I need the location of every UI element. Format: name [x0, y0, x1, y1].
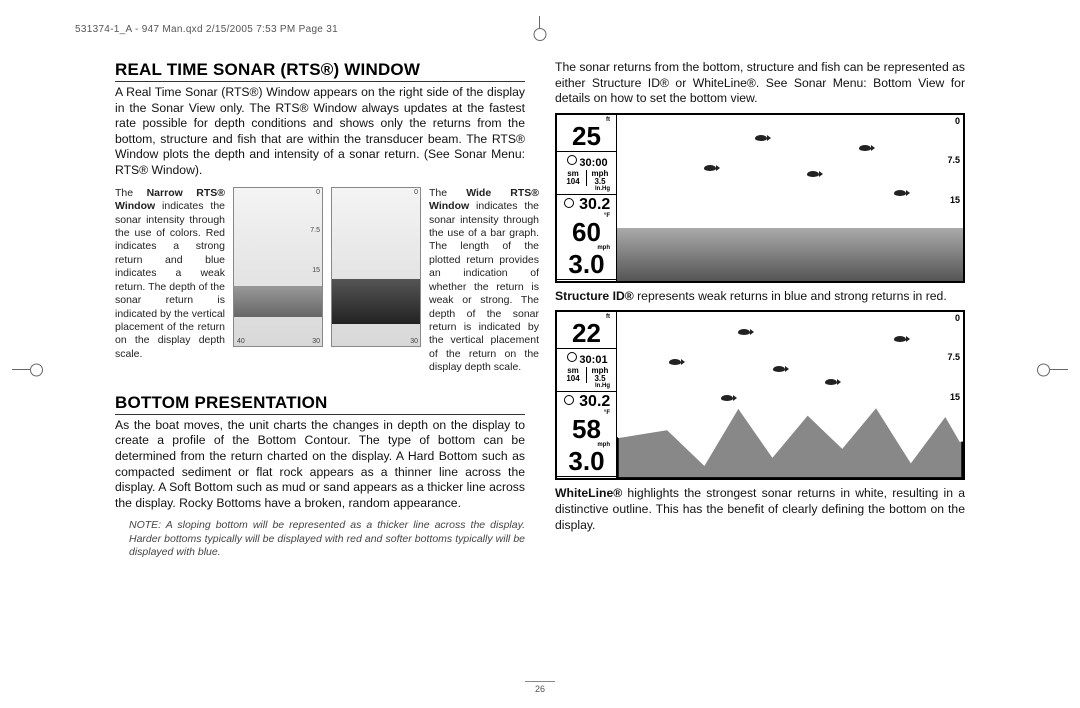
whiteline-figure: ft 22 30:01 smmph 1043.5 In.Hg 30.2 °F 5…: [555, 310, 965, 480]
note-bottom-presentation: NOTE: A sloping bottom will be represent…: [115, 519, 525, 559]
depth-tick: 30: [312, 338, 320, 345]
bottom-return: [332, 279, 420, 323]
caption-bold: WhiteLine®: [555, 486, 622, 500]
readout-panel: ft 25 30:00 smmph 1043.5 In.Hg 30.2 °F 6…: [557, 115, 617, 281]
fish-icon: [894, 190, 906, 196]
fish-icon: [704, 165, 716, 171]
depth-tick: 15: [312, 267, 320, 274]
distance-value: 104: [560, 178, 587, 186]
text-fragment: The: [429, 187, 466, 199]
bottom-contour: [617, 228, 963, 281]
right-column: The sonar returns from the bottom, struc…: [555, 60, 965, 678]
crop-mark-top: [534, 28, 546, 40]
text-fragment: indicates the sonar intensity through th…: [429, 200, 539, 373]
depth-value: 25: [560, 123, 613, 149]
depth-tick: 0: [414, 189, 418, 196]
depth-tick: 7.5: [310, 227, 320, 234]
sun-icon: [564, 395, 574, 405]
print-slug: 531374-1_A - 947 Man.qxd 2/15/2005 7:53 …: [75, 24, 338, 35]
text-fragment: indicates the sonar intensity through th…: [115, 200, 225, 360]
depth-tick: 30: [410, 338, 418, 345]
heading-bottom-presentation: BOTTOM PRESENTATION: [115, 393, 525, 415]
para-right-intro: The sonar returns from the bottom, struc…: [555, 60, 965, 107]
timer-value: 30:00: [579, 157, 607, 169]
speed-value: 3.0: [560, 251, 613, 277]
baro-value: 30.2: [579, 393, 610, 410]
caption-bold: Structure ID®: [555, 289, 634, 303]
unit-inhg: In.Hg: [560, 186, 613, 192]
fish-icon: [859, 145, 871, 151]
corner-label: 40: [237, 338, 245, 345]
caption-whiteline: WhiteLine® highlights the strongest sona…: [555, 486, 965, 533]
avg-speed-value: 3.5: [587, 178, 613, 186]
depth-tick: 7.5: [947, 155, 960, 165]
heading-rts-window: REAL TIME SONAR (RTS®) WINDOW: [115, 60, 525, 82]
narrow-rts-text: The Narrow RTS® Window indicates the son…: [115, 187, 225, 375]
para-rts-intro: A Real Time Sonar (RTS®) Window appears …: [115, 85, 525, 179]
crop-mark-left: [30, 364, 42, 376]
wide-rts-figure: 0 30: [331, 187, 421, 347]
baro-value: 30.2: [579, 196, 610, 213]
clock-icon: [567, 352, 577, 362]
para-bottom-presentation: As the boat moves, the unit charts the c…: [115, 418, 525, 512]
narrow-rts-figure: 0 7.5 15 22.5 30 40: [233, 187, 323, 347]
speed-value: 3.0: [560, 448, 613, 474]
text-fragment: The: [115, 187, 147, 199]
structure-id-figure: ft 25 30:00 smmph 1043.5 In.Hg 30.2 °F 6…: [555, 113, 965, 283]
content-columns: REAL TIME SONAR (RTS®) WINDOW A Real Tim…: [115, 60, 965, 678]
temp-value: 60: [560, 219, 613, 245]
depth-tick: 15: [950, 195, 960, 205]
readout-panel: ft 22 30:01 smmph 1043.5 In.Hg 30.2 °F 5…: [557, 312, 617, 478]
manual-page: 531374-1_A - 947 Man.qxd 2/15/2005 7:53 …: [0, 0, 1080, 708]
fish-icon: [807, 171, 819, 177]
caption-text: represents weak returns in blue and stro…: [634, 289, 947, 303]
sun-icon: [564, 198, 574, 208]
avg-speed-value: 3.5: [587, 375, 613, 383]
left-column: REAL TIME SONAR (RTS®) WINDOW A Real Tim…: [115, 60, 525, 678]
fish-icon: [755, 135, 767, 141]
rts-subfigures: The Narrow RTS® Window indicates the son…: [115, 187, 525, 375]
wide-rts-text: The Wide RTS® Window indicates the sonar…: [429, 187, 539, 375]
page-number: 26: [525, 681, 555, 694]
depth-tick: 0: [316, 189, 320, 196]
whiteline-contour: [617, 312, 963, 478]
sonar-scan-area: 0 7.5 15 22.5 30: [617, 312, 963, 478]
distance-value: 104: [560, 375, 587, 383]
depth-tick: 0: [955, 116, 960, 126]
depth-value: 22: [560, 320, 613, 346]
sonar-scan-area: 0 7.5 15 22.5 30: [617, 115, 963, 281]
clock-icon: [567, 155, 577, 165]
timer-value: 30:01: [579, 354, 607, 366]
crop-mark-right: [1038, 364, 1050, 376]
caption-structure-id: Structure ID® represents weak returns in…: [555, 289, 965, 305]
unit-inhg: In.Hg: [560, 383, 613, 389]
temp-value: 58: [560, 416, 613, 442]
bottom-return: [234, 286, 322, 318]
